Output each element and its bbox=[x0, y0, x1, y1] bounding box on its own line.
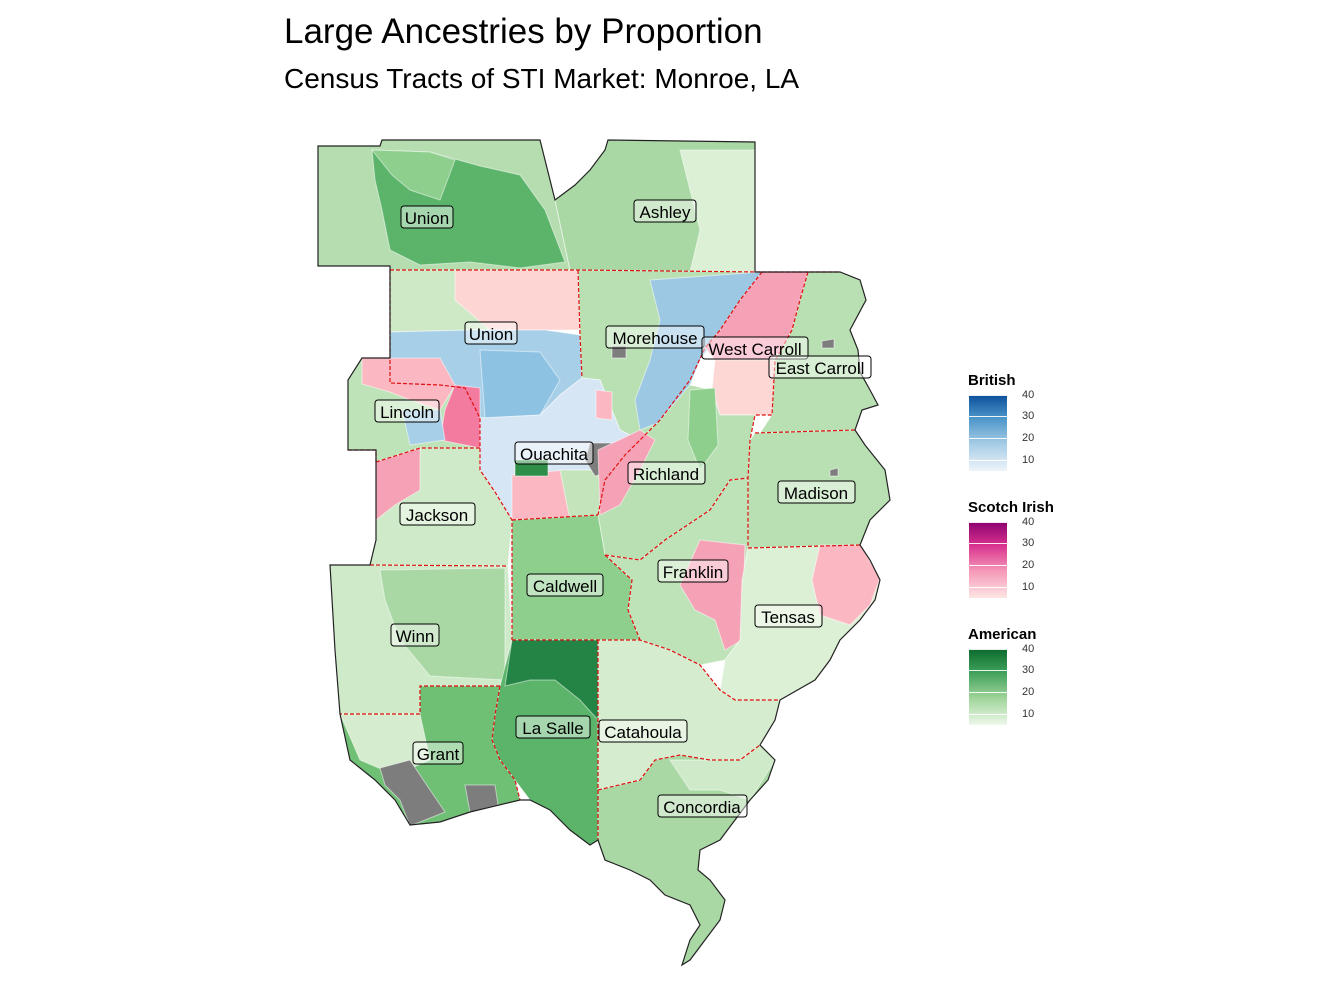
legend-british-scale: 40 30 20 10 bbox=[968, 389, 1034, 471]
legend-british-tick: 40 bbox=[1022, 389, 1035, 401]
legend-british-tick: 20 bbox=[1022, 432, 1035, 444]
svg-text:East Carroll: East Carroll bbox=[776, 359, 865, 378]
label-la-salle: La Salle bbox=[515, 715, 591, 739]
region-grant-missing2 bbox=[464, 784, 499, 813]
label-lincoln: Lincoln bbox=[374, 399, 440, 423]
region-ouachita-pink-east bbox=[595, 389, 613, 421]
svg-text:Madison: Madison bbox=[784, 484, 848, 503]
svg-text:Tensas: Tensas bbox=[761, 608, 815, 627]
region-lincoln-pink2 bbox=[439, 384, 481, 449]
svg-text:Ashley: Ashley bbox=[639, 203, 691, 222]
legend-american-tick: 40 bbox=[1022, 643, 1035, 655]
legend-scotch-irish-tick: 10 bbox=[1022, 581, 1035, 593]
svg-text:Franklin: Franklin bbox=[663, 563, 723, 582]
legend-british-tick: 10 bbox=[1022, 454, 1035, 466]
label-franklin: Franklin bbox=[657, 559, 729, 583]
label-caldwell: Caldwell bbox=[526, 573, 604, 597]
svg-text:Richland: Richland bbox=[633, 465, 699, 484]
region-madison-missing bbox=[829, 467, 839, 477]
label-grant: Grant bbox=[412, 741, 464, 765]
label-union-la: Union bbox=[464, 321, 518, 345]
svg-text:Lincoln: Lincoln bbox=[380, 403, 434, 422]
legend-scotch-irish-tick: 30 bbox=[1022, 537, 1035, 549]
legend-scotch-irish-tick: 40 bbox=[1022, 516, 1035, 528]
svg-text:Catahoula: Catahoula bbox=[604, 723, 682, 742]
label-concordia: Concordia bbox=[657, 794, 748, 818]
legend-american-tick: 30 bbox=[1022, 664, 1035, 676]
legend-american-tick: 10 bbox=[1022, 708, 1035, 720]
region-richland-pink bbox=[597, 429, 656, 516]
legend-american-tick: 20 bbox=[1022, 686, 1035, 698]
label-morehouse: Morehouse bbox=[605, 325, 705, 349]
label-jackson: Jackson bbox=[399, 502, 476, 526]
svg-text:Ouachita: Ouachita bbox=[520, 445, 589, 464]
region-union-ar-mid bbox=[370, 149, 456, 201]
region-richland-green bbox=[687, 387, 719, 472]
county-labels: Union Ashley Union Morehouse West Carrol… bbox=[374, 199, 872, 818]
svg-text:Jackson: Jackson bbox=[406, 506, 468, 525]
svg-text:West Carroll: West Carroll bbox=[708, 340, 801, 359]
tract-fills bbox=[317, 139, 891, 967]
svg-text:Union: Union bbox=[405, 209, 449, 228]
map-subtitle: Census Tracts of STI Market: Monroe, LA bbox=[284, 63, 800, 94]
legend-scotch-irish: Scotch Irish 40 30 20 10 bbox=[968, 499, 1054, 598]
legend-scotch-irish-scale: 40 30 20 10 bbox=[968, 516, 1054, 598]
region-winn-mid bbox=[379, 567, 506, 681]
region-franklin-pink bbox=[679, 539, 746, 651]
region-eastcarroll-missing bbox=[821, 338, 835, 349]
region-lincoln-pink bbox=[361, 357, 456, 411]
label-winn: Winn bbox=[390, 623, 440, 647]
svg-text:Union: Union bbox=[469, 325, 513, 344]
label-richland: Richland bbox=[627, 461, 706, 485]
label-tensas: Tensas bbox=[754, 604, 823, 628]
region-west-carroll-south bbox=[711, 359, 776, 416]
svg-text:Morehouse: Morehouse bbox=[612, 329, 697, 348]
legend-british-title: British bbox=[968, 372, 1016, 389]
legend-british: British 40 30 20 10 bbox=[968, 372, 1034, 471]
region-grant-missing bbox=[379, 759, 446, 827]
legend-american: American 40 30 20 10 bbox=[968, 626, 1036, 725]
region-morehouse-missing bbox=[611, 345, 627, 359]
label-west-carroll: West Carroll bbox=[701, 336, 809, 360]
label-ashley: Ashley bbox=[633, 199, 697, 223]
legend-american-scale: 40 30 20 10 bbox=[968, 643, 1036, 725]
region-lincoln-blue bbox=[401, 409, 446, 446]
region-union-la-blue2 bbox=[479, 349, 561, 419]
legend-scotch-irish-title: Scotch Irish bbox=[968, 499, 1054, 516]
market-outline bbox=[317, 139, 891, 967]
svg-text:La Salle: La Salle bbox=[522, 719, 583, 738]
legend-american-title: American bbox=[968, 626, 1037, 643]
legend-american-bar bbox=[969, 649, 1007, 725]
label-madison: Madison bbox=[777, 480, 856, 504]
legend-british-bar bbox=[969, 395, 1007, 471]
legend-scotch-irish-tick: 20 bbox=[1022, 559, 1035, 571]
label-ouachita: Ouachita bbox=[514, 441, 594, 465]
label-catahoula: Catahoula bbox=[598, 719, 688, 743]
svg-text:Caldwell: Caldwell bbox=[533, 577, 597, 596]
svg-text:Concordia: Concordia bbox=[663, 798, 741, 817]
svg-text:Winn: Winn bbox=[396, 627, 435, 646]
legend-scotch-irish-bar bbox=[969, 522, 1007, 598]
map-title: Large Ancestries by Proportion bbox=[284, 12, 763, 51]
label-union-ar: Union bbox=[400, 205, 454, 229]
label-east-carroll: East Carroll bbox=[768, 355, 872, 379]
legend-british-tick: 30 bbox=[1022, 410, 1035, 422]
svg-text:Grant: Grant bbox=[417, 745, 460, 764]
